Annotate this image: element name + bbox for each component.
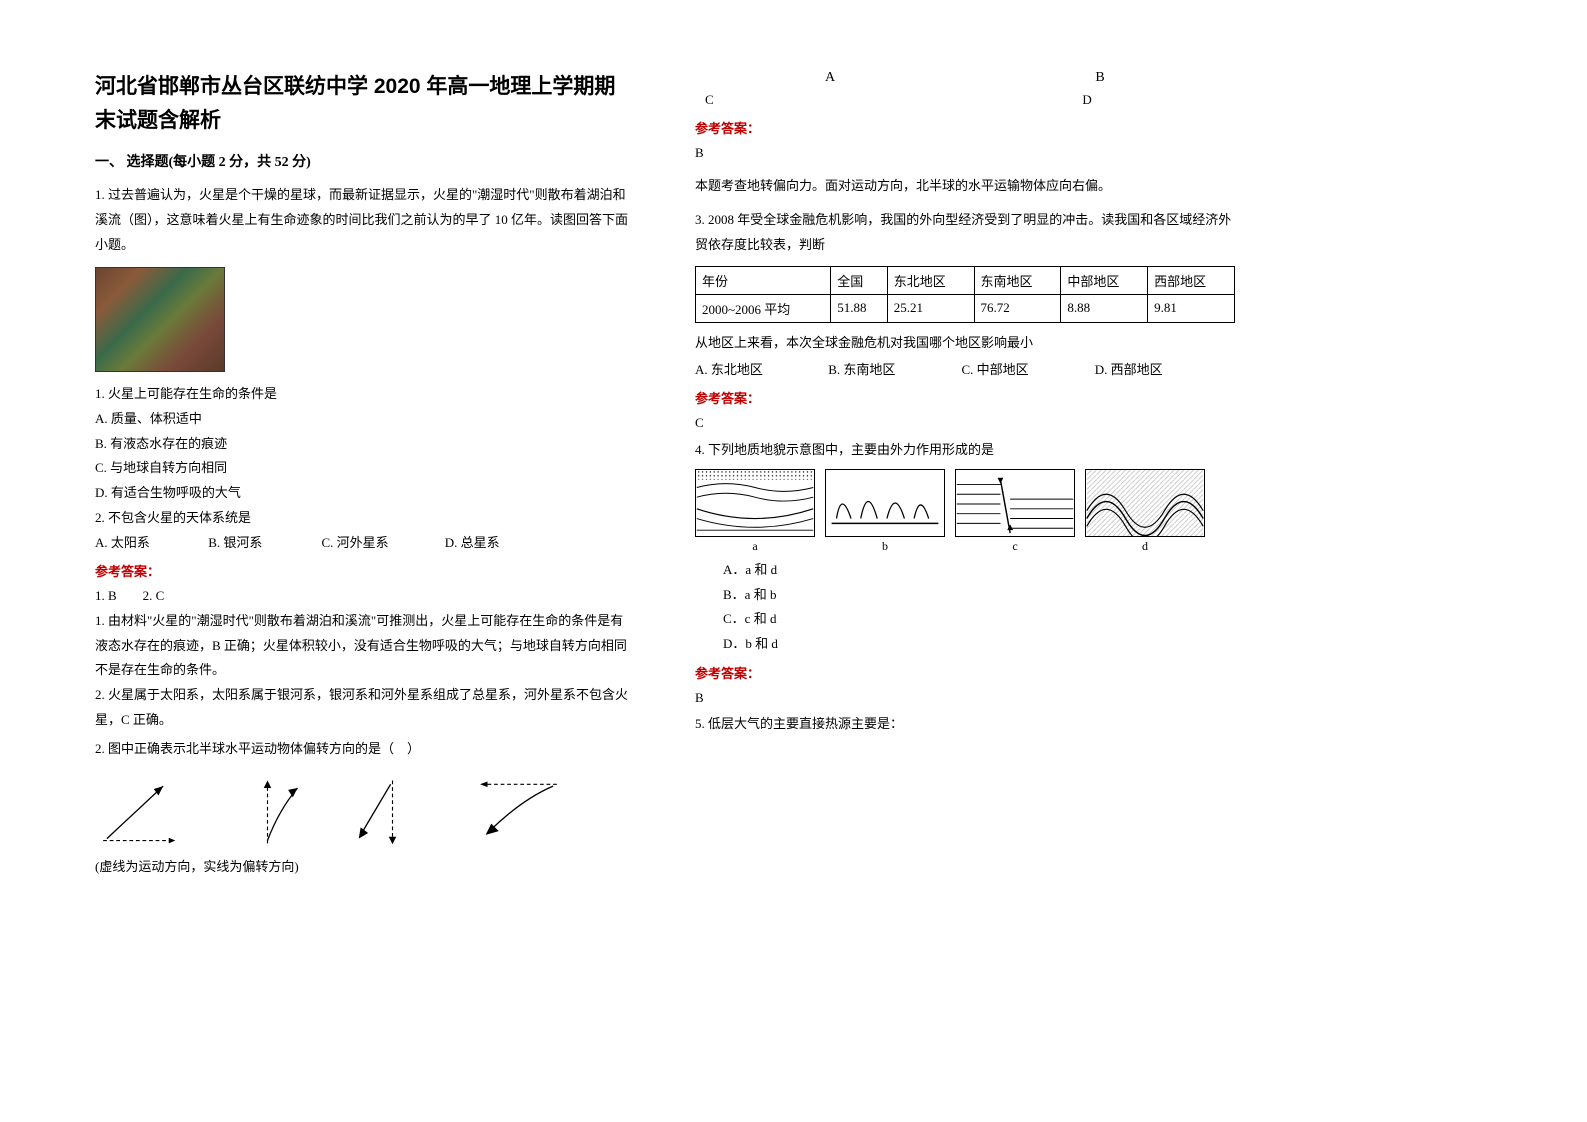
q3-answer-label: 参考答案：	[695, 388, 1235, 407]
q3-stem: 3. 2008 年受全球金融危机影响，我国的外向型经济受到了明显的冲击。读我国和…	[695, 208, 1235, 257]
q1-sub1-opt-b: B. 有液态水存在的痕迹	[95, 432, 635, 457]
q2-options-row2: C D	[695, 92, 1235, 108]
coriolis-diagrams	[95, 773, 635, 848]
q1-sub2-stem: 2. 不包含火星的天体系统是	[95, 506, 635, 531]
right-column: A B C D 参考答案： B 本题考查地转偏向力。面对运动方向，北半球的水平运…	[695, 70, 1235, 875]
coriolis-c	[345, 773, 440, 848]
td-rowlabel: 2000~2006 平均	[696, 294, 831, 322]
q1-expl1: 1. 由材料"火星的"潮湿时代"则散布着湖泊和溪流"可推测出，火星上可能存在生命…	[95, 609, 635, 683]
th-central: 中部地区	[1061, 266, 1148, 294]
q4-opt-c: C．c 和 d	[695, 607, 1235, 632]
geo-label-a: a	[695, 539, 815, 554]
q1-sub1-opt-c: C. 与地球自转方向相同	[95, 456, 635, 481]
q2-answer: B	[695, 141, 1235, 166]
geo-label-d: d	[1085, 539, 1205, 554]
geo-b: b	[825, 469, 945, 554]
geo-a: a	[695, 469, 815, 554]
coriolis-b	[220, 773, 315, 848]
section-heading: 一、 选择题(每小题 2 分，共 52 分)	[95, 151, 635, 171]
th-ne: 东北地区	[887, 266, 974, 294]
q5-stem: 5. 低层大气的主要直接热源主要是：	[695, 712, 1235, 737]
geo-c: c	[955, 469, 1075, 554]
q2-answer-label: 参考答案：	[695, 118, 1235, 137]
q1-sub1-opt-a: A. 质量、体积适中	[95, 407, 635, 432]
page: 河北省邯郸市丛台区联纺中学 2020 年高一地理上学期期末试题含解析 一、 选择…	[0, 0, 1587, 905]
q1-answer-line: 1. B 2. C	[95, 584, 635, 609]
q4-opt-d: D．b 和 d	[695, 632, 1235, 657]
q1-expl2: 2. 火星属于太阳系，太阳系属于银河系，银河系和河外星系组成了总星系，河外星系不…	[95, 683, 635, 732]
th-national: 全国	[831, 266, 887, 294]
q1-stem: 1. 过去普遍认为，火星是个干燥的星球，而最新证据显示，火星的"潮湿时代"则散布…	[95, 183, 635, 257]
q1-sub2-opt-d: D. 总星系	[445, 532, 555, 551]
q3-sub: 从地区上来看，本次全球金融危机对我国哪个地区影响最小	[695, 331, 1235, 356]
q1-sub2-opt-b: B. 银河系	[208, 532, 318, 551]
q1-sub2-options: A. 太阳系 B. 银河系 C. 河外星系 D. 总星系	[95, 532, 635, 551]
page-title: 河北省邯郸市丛台区联纺中学 2020 年高一地理上学期期末试题含解析	[95, 70, 635, 137]
td-se: 76.72	[974, 294, 1061, 322]
th-year: 年份	[696, 266, 831, 294]
q2-opt-c: C	[695, 92, 954, 108]
q2-opt-d: D	[957, 92, 1216, 108]
coriolis-a	[95, 773, 190, 848]
td-west: 9.81	[1148, 294, 1235, 322]
q3-opt-b: B. 东南地区	[828, 359, 958, 378]
q1-sub2-opt-c: C. 河外星系	[322, 532, 442, 551]
coriolis-d	[470, 773, 565, 848]
left-column: 河北省邯郸市丛台区联纺中学 2020 年高一地理上学期期末试题含解析 一、 选择…	[95, 70, 635, 875]
geology-diagrams: a b	[695, 469, 1235, 554]
th-se: 东南地区	[974, 266, 1061, 294]
q2-expl: 本题考查地转偏向力。面对运动方向，北半球的水平运输物体应向右偏。	[695, 174, 1235, 199]
q4-answer-label: 参考答案：	[695, 663, 1235, 682]
q2-options-row1: A B	[695, 70, 1235, 86]
q1-sub2-opt-a: A. 太阳系	[95, 532, 205, 551]
td-central: 8.88	[1061, 294, 1148, 322]
q4-options: A．a 和 d B．a 和 b C．c 和 d D．b 和 d	[695, 558, 1235, 657]
q2-note: (虚线为运动方向，实线为偏转方向)	[95, 856, 635, 875]
td-national: 51.88	[831, 294, 887, 322]
q3-opt-a: A. 东北地区	[695, 359, 825, 378]
q3-table: 年份 全国 东北地区 东南地区 中部地区 西部地区 2000~2006 平均 5…	[695, 266, 1235, 323]
table-header-row: 年份 全国 东北地区 东南地区 中部地区 西部地区	[696, 266, 1235, 294]
q2-opt-a: A	[722, 70, 938, 86]
geo-d: d	[1085, 469, 1205, 554]
q1-sub1-stem: 1. 火星上可能存在生命的条件是	[95, 382, 635, 407]
td-ne: 25.21	[887, 294, 974, 322]
q1-sub1-opt-d: D. 有适合生物呼吸的大气	[95, 481, 635, 506]
q2-opt-b: B	[992, 70, 1208, 86]
q4-answer: B	[695, 686, 1235, 711]
q4-opt-a: A．a 和 d	[695, 558, 1235, 583]
mars-photo	[95, 267, 225, 372]
q3-options: A. 东北地区 B. 东南地区 C. 中部地区 D. 西部地区	[695, 359, 1235, 378]
q4-stem: 4. 下列地质地貌示意图中，主要由外力作用形成的是	[695, 438, 1235, 463]
geo-label-c: c	[955, 539, 1075, 554]
q3-opt-d: D. 西部地区	[1095, 359, 1225, 378]
table-data-row: 2000~2006 平均 51.88 25.21 76.72 8.88 9.81	[696, 294, 1235, 322]
q3-opt-c: C. 中部地区	[962, 359, 1092, 378]
th-west: 西部地区	[1148, 266, 1235, 294]
q2-stem: 2. 图中正确表示北半球水平运动物体偏转方向的是（ ）	[95, 737, 635, 762]
q1-answer-label: 参考答案：	[95, 561, 635, 580]
q4-opt-b: B．a 和 b	[695, 583, 1235, 608]
geo-label-b: b	[825, 539, 945, 554]
q3-answer: C	[695, 411, 1235, 436]
